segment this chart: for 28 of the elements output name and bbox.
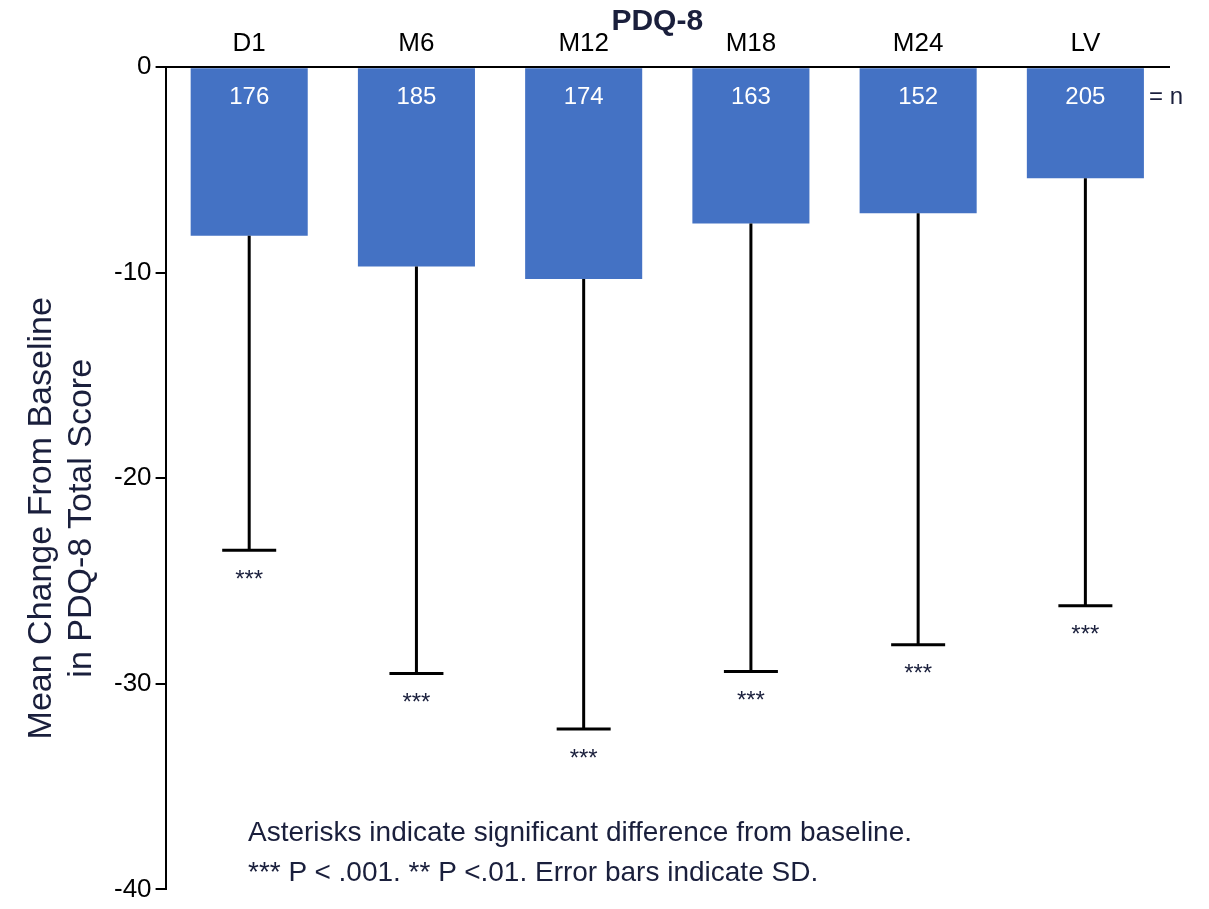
annotation: 205 xyxy=(1065,81,1106,109)
annotation: 163 xyxy=(730,81,771,109)
annotation: 152 xyxy=(898,81,939,109)
annotation: *** xyxy=(904,659,933,687)
y-tick-label: -10 xyxy=(114,255,152,286)
annotation: *** xyxy=(1071,620,1100,648)
x-tick-label: LV xyxy=(1070,26,1101,57)
annotation: 174 xyxy=(563,81,604,109)
y-tick-label: -30 xyxy=(114,667,152,698)
annotation: *** xyxy=(736,686,765,714)
x-tick-label: M18 xyxy=(725,26,777,57)
y-tick-label: -20 xyxy=(114,461,152,492)
annotation: 176 xyxy=(229,81,270,109)
x-tick-label: M12 xyxy=(558,26,609,57)
annotation: *** P < .001. ** P <.01. Error bars indicate SD. xyxy=(248,856,819,888)
x-tick-label: D1 xyxy=(232,26,266,57)
annotation: Asterisks indicate significant difference from baseline. xyxy=(248,816,913,848)
y-tick-label: -40 xyxy=(114,872,152,903)
annotation: 185 xyxy=(396,81,437,109)
annotation: *** xyxy=(569,743,598,771)
annotation: *** xyxy=(235,564,264,592)
y-tick-label: 0 xyxy=(137,50,152,81)
annotation: = n xyxy=(1149,81,1184,109)
chart-title: PDQ-8 xyxy=(611,3,704,37)
x-tick-label: M6 xyxy=(398,26,435,57)
x-tick-label: M24 xyxy=(892,26,944,57)
y-axis-title: Mean Change From Baseline in PDQ-8 Total Score xyxy=(20,297,99,740)
annotation: *** xyxy=(402,688,431,716)
